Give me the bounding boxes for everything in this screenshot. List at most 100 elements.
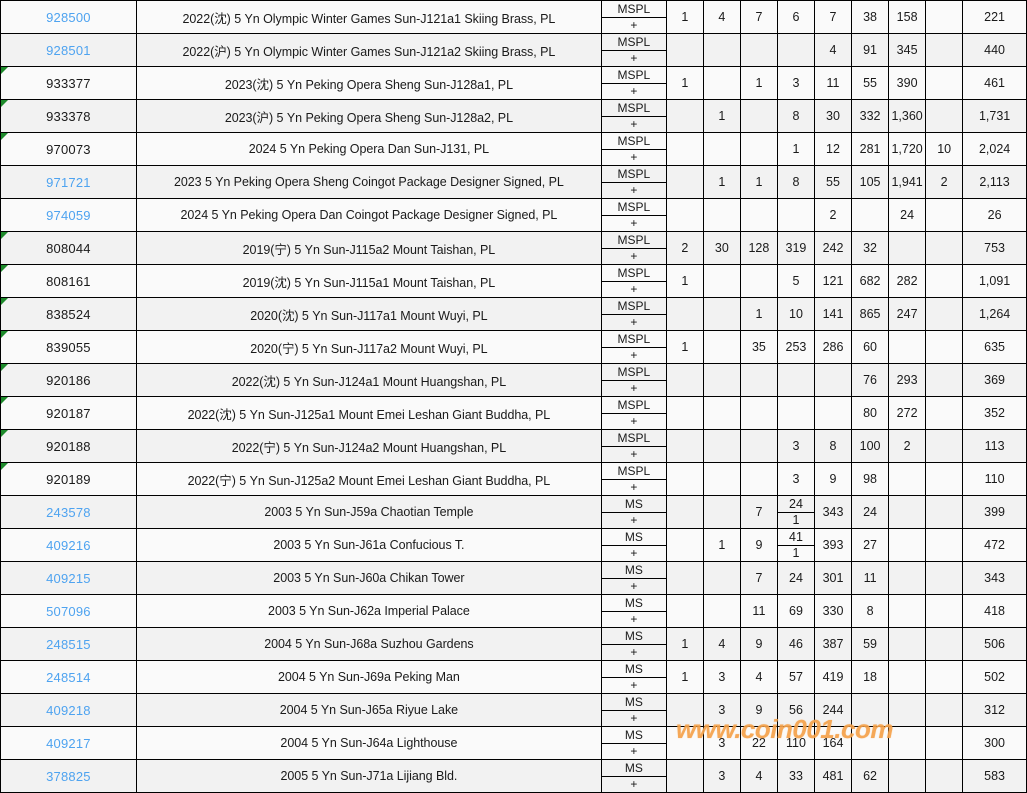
grade-label: MS [602,497,666,513]
population-count-cell: 293 [888,363,927,397]
population-count-cell [925,396,964,430]
grade-cell: MS + [600,495,667,529]
grade-label: MS [602,596,666,612]
population-count-cell [925,759,964,793]
grade-plus-label: + [630,348,638,363]
population-count-cell [888,462,927,496]
grade-label: MSPL [602,299,666,315]
grade-plus-label: + [630,183,638,198]
population-count-cell: 9 [813,462,853,496]
population-count-cell [665,33,704,67]
cert-number-link[interactable]: 248515 [46,636,91,652]
cert-number-cell[interactable]: 409218 [0,693,137,727]
cert-number-link[interactable]: 928500 [46,9,91,25]
population-count-cell: 332 [851,99,890,133]
cert-number-link[interactable]: 378825 [46,768,91,784]
grade-plus-label: + [630,282,638,297]
cert-number-text: 933378 [46,108,91,124]
cert-number-cell[interactable]: 243578 [0,495,137,529]
cert-number-cell[interactable]: 409215 [0,561,137,595]
population-count-cell [888,693,927,727]
population-count-cell [925,462,964,496]
population-count-cell [888,594,927,628]
population-count-cell: 56 [776,693,815,727]
cert-number-cell[interactable]: 928500 [0,0,137,34]
grade-label: MSPL [602,134,666,150]
cert-number-cell[interactable]: 974059 [0,198,137,232]
population-count-cell: 3 [702,759,741,793]
cert-number-link[interactable]: 507096 [46,603,91,619]
population-count-cell: 164 [813,726,853,760]
cert-number-cell[interactable]: 507096 [0,594,137,628]
coin-description-cell: 2004 5 Yn Sun-J64a Lighthouse [135,726,602,760]
population-count-cell: 141 [813,297,853,331]
grade-label: MSPL [602,431,666,447]
population-count-cell: 330 [813,594,853,628]
cert-number-cell[interactable]: 409216 [0,528,137,562]
cert-number-link[interactable]: 928501 [46,42,91,58]
new-entry-flag-icon [1,67,8,74]
grade-cell: MS + [600,528,667,562]
population-count-cell [739,429,778,463]
population-count-cell: 1 [739,297,778,331]
grade-plus-label: + [630,447,638,462]
cert-number-cell: 933378 [0,99,137,133]
grade-cell: MSPL + [600,297,667,331]
new-entry-flag-icon [1,265,8,272]
cert-number-cell[interactable]: 928501 [0,33,137,67]
cert-number-cell[interactable]: 378825 [0,759,137,793]
cert-number-text: 933377 [46,75,91,91]
cert-number-link[interactable]: 974059 [46,207,91,223]
population-count-cell [925,726,964,760]
table-row: 409218 2004 5 Yn Sun-J65a Riyue Lake MS +3 9… [0,693,1027,727]
cert-number-link[interactable]: 971721 [46,174,91,190]
cert-number-text: 970073 [46,141,91,157]
population-count-cell [665,561,704,595]
grade-cell: MSPL + [600,462,667,496]
table-row: 378825 2005 5 Yn Sun-J71a Lijiang Bld. MS +… [0,759,1027,793]
population-count-cell: 8 [776,99,815,133]
total-population-cell: 583 [962,759,1027,793]
cert-number-link[interactable]: 409218 [46,702,91,718]
cert-number-cell: 808044 [0,231,137,265]
population-count-cell: 55 [851,66,890,100]
coin-description-cell: 2003 5 Yn Sun-J61a Confucious T. [135,528,602,562]
population-count-cell [925,429,964,463]
cert-number-link[interactable]: 409215 [46,570,91,586]
total-population-cell: 1,264 [962,297,1027,331]
cert-number-link[interactable]: 409217 [46,735,91,751]
cert-number-text: 808161 [46,273,91,289]
coin-description-cell: 2019(宁) 5 Yn Sun-J115a2 Mount Taishan, P… [135,231,602,265]
grade-label: MS [602,728,666,744]
population-count-cell: 345 [888,33,927,67]
cert-number-cell[interactable]: 971721 [0,165,137,199]
population-count-cell: 1 [665,660,704,694]
population-count-cell: 55 [813,165,853,199]
population-count-upper: 41 [778,530,814,546]
table-row: 970073 2024 5 Yn Peking Opera Dan Sun-J13… [0,132,1027,166]
cert-number-text: 920188 [46,438,91,454]
grade-plus-label: + [630,117,638,132]
population-count-lower: 1 [792,546,800,560]
cert-number-cell[interactable]: 409217 [0,726,137,760]
cert-number-link[interactable]: 243578 [46,504,91,520]
population-count-cell [925,198,964,232]
grade-plus-label: + [630,216,638,231]
cert-number-link[interactable]: 248514 [46,669,91,685]
population-count-cell: 4 [739,660,778,694]
new-entry-flag-icon [1,364,8,371]
cert-number-link[interactable]: 409216 [46,537,91,553]
population-count-cell [702,495,741,529]
cert-number-cell[interactable]: 248514 [0,660,137,694]
new-entry-flag-icon [1,298,8,305]
grade-plus-label: + [630,678,638,693]
grade-label: MSPL [602,233,666,249]
population-count-cell: 8 [851,594,890,628]
population-count-cell [702,594,741,628]
cert-number-cell[interactable]: 248515 [0,627,137,661]
population-count-cell [888,495,927,529]
total-population-cell: 352 [962,396,1027,430]
population-count-cell [665,165,704,199]
population-count-cell: 105 [851,165,890,199]
population-count-cell: 682 [851,264,890,298]
